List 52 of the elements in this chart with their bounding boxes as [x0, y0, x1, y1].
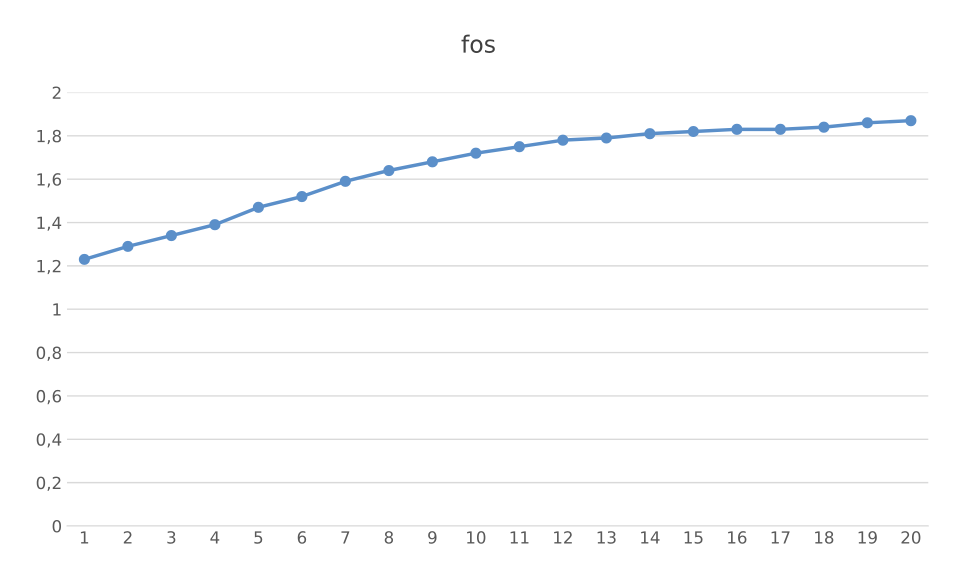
point: [862, 117, 873, 128]
point: [818, 122, 830, 133]
y-tick-label: 1,2: [37, 260, 60, 274]
y-tick-label: 1,8: [37, 130, 61, 144]
x-tick-label: 5: [254, 531, 262, 544]
x-tick-label: 11: [510, 531, 528, 544]
x-tick-label: 8: [384, 531, 394, 544]
x-tick-label: 17: [772, 531, 790, 544]
x-tick-label: 6: [298, 531, 306, 544]
point: [514, 141, 525, 152]
point: [557, 134, 568, 146]
point: [600, 132, 612, 144]
point: [122, 240, 134, 252]
x-tick-label: 9: [428, 531, 437, 544]
y-tick-label: 1,4: [37, 216, 62, 231]
point: [340, 176, 351, 187]
x-tick-label: 18: [815, 531, 834, 544]
x-tick-label: 2: [124, 531, 132, 544]
point: [470, 148, 482, 159]
x-tick-label: 7: [341, 531, 350, 544]
point: [252, 202, 264, 213]
x-tick-label: 14: [641, 531, 660, 544]
point: [426, 156, 438, 168]
point: [383, 164, 394, 176]
y-tick-label: 2: [52, 86, 60, 99]
x-tick-label: 4: [210, 531, 220, 544]
x-tick-label: 10: [467, 531, 486, 544]
y-tick-label: 0,8: [36, 346, 61, 361]
y-tick-label: 0,2: [36, 476, 60, 491]
y-tick-label: 0,4: [36, 433, 62, 448]
x-tick-label: 20: [902, 531, 920, 544]
point: [905, 115, 916, 126]
y-tick-label: 1,6: [37, 173, 62, 188]
point: [688, 126, 699, 138]
chart-title: fos: [462, 34, 495, 53]
point: [166, 230, 177, 242]
point: [774, 124, 786, 135]
x-tick-label: 12: [554, 531, 572, 544]
x-tick-label: 3: [167, 531, 176, 544]
point: [296, 190, 308, 202]
point: [78, 254, 90, 265]
y-tick-label: 1: [53, 303, 61, 316]
point: [731, 124, 742, 135]
x-tick-label: 16: [728, 531, 746, 544]
point: [209, 219, 220, 230]
x-tick-label: 13: [598, 531, 616, 544]
x-tick-label: 1: [80, 531, 88, 544]
x-tick-label: 19: [858, 531, 877, 544]
x-tick-label: 15: [684, 531, 703, 544]
y-tick-label: 0: [52, 520, 62, 533]
point: [644, 128, 656, 140]
y-tick-label: 0,6: [36, 390, 62, 404]
